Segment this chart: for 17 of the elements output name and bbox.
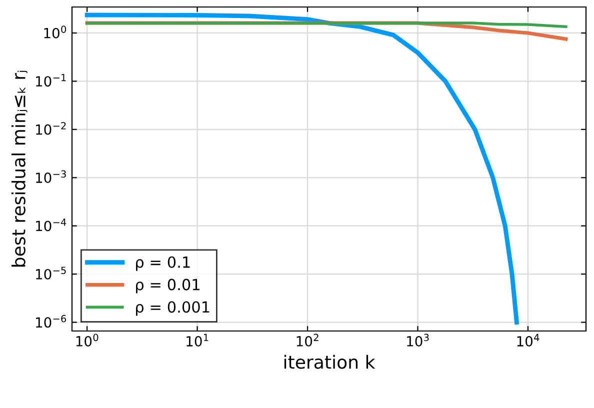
- y-axis-title: best residual minⱼ≤ₖ rⱼ: [11, 70, 28, 267]
- y-tick-label: 10$^{−2}$: [36, 122, 66, 135]
- y-tick-label: 10$^{−4}$: [36, 218, 66, 232]
- y-tick-label: 10$^{−1}$: [36, 74, 66, 87]
- y-tick-label: 10$^{0}$: [44, 26, 66, 38]
- x-axis-title: iteration k: [284, 354, 376, 369]
- x-tick-label: 10$^{2}$: [296, 334, 318, 347]
- y-tick-label: 10$^{−5}$: [36, 266, 66, 280]
- legend-label: ρ = 0.001: [136, 301, 210, 316]
- legend-label: ρ = 0.01: [136, 278, 200, 294]
- x-tick-label: 10$^{0}$: [76, 334, 98, 347]
- x-tick-label: 10$^{1}$: [186, 334, 208, 347]
- x-tick-label: 10$^{4}$: [517, 334, 540, 347]
- y-tick-label: 10$^{−3}$: [36, 170, 66, 184]
- legend-label: ρ = 0.1: [136, 256, 190, 271]
- y-tick-label: 10$^{−6}$: [36, 314, 66, 328]
- x-tick-label: 10$^{3}$: [407, 334, 429, 347]
